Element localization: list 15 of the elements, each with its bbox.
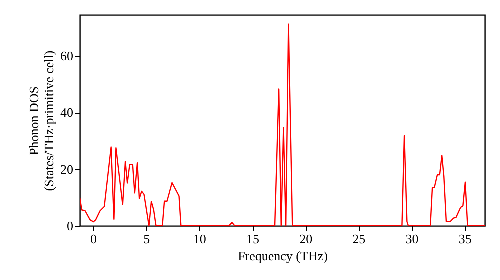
- x-axis-title: Frequency (THz): [238, 248, 328, 264]
- y-tick-label: 60: [60, 48, 74, 64]
- y-tick-label: 0: [67, 218, 74, 234]
- x-tick-label: 15: [246, 232, 260, 246]
- x-tick-label: 10: [193, 232, 206, 246]
- y-tick-label: 40: [60, 105, 74, 120]
- x-tick-label: 0: [90, 232, 98, 246]
- y-tick-label: 20: [60, 162, 74, 177]
- line-series: [80, 24, 485, 226]
- x-tick-label: 30: [406, 232, 419, 246]
- x-tick-label: 5: [144, 232, 150, 246]
- x-tick-label: 35: [458, 232, 472, 246]
- y-axis-title: Phonon DOS (States/THz·primitive cell): [26, 50, 56, 192]
- x-tick-label: 20: [300, 232, 313, 246]
- x-tick-label: 25: [352, 232, 366, 246]
